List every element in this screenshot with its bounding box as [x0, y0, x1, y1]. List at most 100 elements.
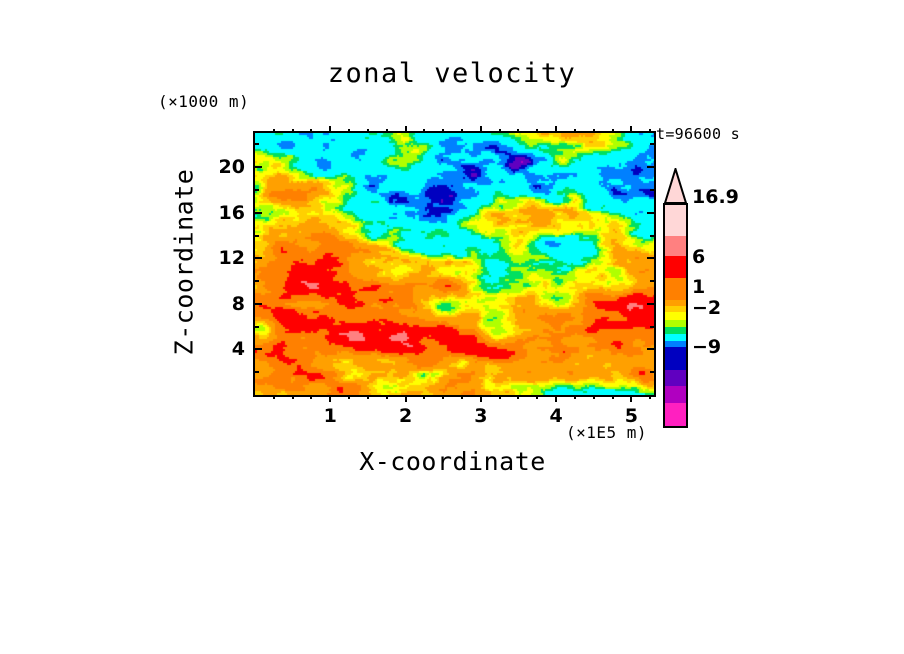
- colorbar-segment: [665, 205, 686, 236]
- axis-tick: [479, 395, 482, 402]
- y-axis-tick-label: 16: [218, 201, 245, 224]
- y-axis-tick-label: 12: [218, 247, 245, 270]
- axis-tick: [385, 129, 388, 133]
- axis-tick: [592, 129, 595, 133]
- colorbar-tick-label: 1: [692, 276, 706, 298]
- y-axis-tick-label: 8: [231, 292, 245, 315]
- axis-tick: [272, 395, 275, 399]
- axis-tick: [555, 126, 558, 133]
- x-axis-tick-label: 3: [474, 405, 488, 427]
- colorbar-tick-label: 6: [692, 246, 706, 268]
- colorbar-tick-label: −9: [692, 336, 722, 358]
- y-axis-title: Z-coordinate: [169, 168, 199, 356]
- axis-tick: [385, 395, 388, 399]
- axis-tick: [650, 143, 654, 146]
- axis-tick: [647, 348, 654, 351]
- axis-tick: [366, 395, 369, 399]
- x-axis-units-label: (×1E5 m): [566, 423, 648, 442]
- axis-tick: [647, 257, 654, 260]
- x-axis-tick-label: 2: [398, 405, 413, 427]
- colorbar-tick-label: −2: [692, 297, 722, 319]
- axis-tick: [479, 126, 482, 133]
- colorbar-segment: [665, 370, 686, 387]
- colorbar-tick-label: 16.9: [692, 186, 739, 208]
- timestamp-label: t=96600 s: [656, 125, 740, 143]
- x-axis-title: X-coordinate: [359, 447, 546, 476]
- axis-tick: [650, 371, 654, 374]
- axis-tick: [423, 395, 426, 399]
- colorbar-segment: [665, 306, 686, 313]
- axis-tick: [461, 129, 464, 133]
- axis-tick: [423, 129, 426, 133]
- axis-tick: [255, 211, 262, 214]
- axis-tick: [536, 395, 539, 399]
- axis-tick: [255, 302, 262, 305]
- colorbar-segment: [665, 255, 686, 279]
- axis-tick: [611, 129, 614, 133]
- y-axis-units-label: (×1000 m): [158, 92, 250, 111]
- page-title: zonal velocity: [327, 58, 577, 89]
- axis-tick: [255, 143, 259, 146]
- colorbar-segment: [665, 386, 686, 403]
- axis-tick: [255, 234, 259, 237]
- colorbar-segment: [665, 312, 686, 321]
- x-axis-tick-label: 5: [624, 405, 639, 427]
- axis-tick: [442, 395, 445, 399]
- axis-tick: [649, 395, 652, 399]
- axis-tick: [291, 129, 294, 133]
- axis-tick: [255, 371, 259, 374]
- axis-tick: [536, 129, 539, 133]
- axis-tick: [329, 126, 332, 133]
- axis-tick: [404, 395, 407, 402]
- axis-tick: [498, 395, 501, 399]
- axis-tick: [310, 129, 313, 133]
- axis-tick: [255, 348, 262, 351]
- colorbar-segment: [665, 326, 686, 334]
- axis-tick: [650, 325, 654, 328]
- axis-tick: [649, 129, 652, 133]
- contour-plot-area: [253, 131, 656, 397]
- axis-tick: [255, 166, 262, 169]
- axis-tick: [348, 395, 351, 399]
- axis-tick: [650, 188, 654, 191]
- axis-tick: [255, 280, 259, 283]
- axis-tick: [650, 280, 654, 283]
- axis-tick: [573, 129, 576, 133]
- axis-tick: [255, 188, 259, 191]
- colorbar-segment: [665, 278, 686, 300]
- axis-tick: [498, 129, 501, 133]
- colorbar-segment: [665, 334, 686, 342]
- axis-tick: [404, 126, 407, 133]
- axis-tick: [630, 395, 633, 402]
- colorbar-segment: [665, 320, 686, 327]
- axis-tick: [329, 395, 332, 402]
- axis-tick: [517, 395, 520, 399]
- colorbar-segment: [665, 235, 686, 256]
- x-axis-tick-label: 4: [549, 405, 563, 427]
- colorbar-arrow-icon: [663, 168, 688, 204]
- axis-tick: [310, 395, 313, 399]
- contour-field: [255, 133, 654, 395]
- axis-tick: [647, 166, 654, 169]
- axis-tick: [592, 395, 595, 399]
- y-axis-tick-label: 4: [231, 338, 245, 361]
- axis-tick: [461, 395, 464, 399]
- colorbar-segment: [665, 299, 686, 307]
- axis-tick: [555, 395, 558, 402]
- axis-tick: [630, 126, 633, 133]
- axis-tick: [255, 257, 262, 260]
- axis-tick: [517, 129, 520, 133]
- axis-tick: [442, 129, 445, 133]
- axis-tick: [647, 302, 654, 305]
- axis-tick: [573, 395, 576, 399]
- axis-tick: [611, 395, 614, 399]
- axis-tick: [647, 211, 654, 214]
- axis-tick: [366, 129, 369, 133]
- axis-tick: [291, 395, 294, 399]
- colorbar-segment: [665, 402, 686, 426]
- axis-tick: [272, 129, 275, 133]
- axis-tick: [650, 234, 654, 237]
- axis-tick: [255, 325, 259, 328]
- y-axis-tick-label: 20: [218, 156, 245, 179]
